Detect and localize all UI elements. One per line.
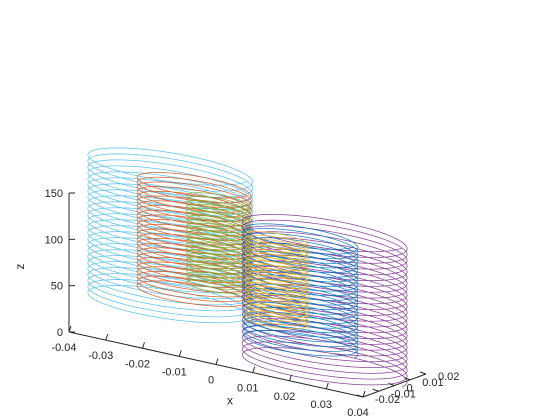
y-tick-label-1: -0.01 (391, 388, 416, 400)
y-tick-label-0: -0.02 (375, 394, 400, 406)
x-tick-label-4: 0 (208, 375, 214, 387)
coils-layer (87, 147, 408, 388)
x-axis-title: x (227, 394, 233, 408)
x-tick-mark-4 (215, 358, 219, 365)
x-tick-label-1: -0.03 (88, 350, 113, 362)
y-tick-mark-2 (388, 383, 395, 386)
y-tick-mark-0 (356, 394, 364, 398)
z-tick-label-2: 100 (45, 234, 63, 246)
coil-series-5 (243, 223, 359, 359)
z-axis-title: z (13, 264, 27, 270)
ticks-layer: 050100150-0.04-0.03-0.02-0.0100.010.020.… (45, 188, 460, 419)
y-tick-mark-3 (404, 377, 411, 381)
z-tick-label-1: 50 (51, 281, 63, 293)
x-tick-mark-7 (325, 382, 329, 390)
y-tick-label-4: 0.02 (438, 371, 459, 383)
x-tick-mark-8 (362, 390, 366, 398)
x-tick-label-6: 0.02 (274, 391, 295, 403)
coil-series-6 (245, 231, 309, 332)
x-tick-label-3: -0.01 (162, 366, 187, 378)
x-tick-mark-2 (142, 342, 145, 349)
x-tick-mark-0 (68, 325, 72, 333)
x-tick-mark-5 (252, 366, 256, 373)
y-tick-mark-1 (372, 388, 379, 392)
x-tick-label-2: -0.02 (125, 358, 150, 370)
x-tick-label-5: 0.01 (237, 383, 258, 395)
z-tick-label-3: 150 (45, 188, 63, 200)
y-tick-label-2: 0 (407, 383, 413, 395)
x-tick-mark-6 (289, 374, 292, 381)
x-tick-label-8: 0.04 (347, 407, 368, 419)
y-tick-label-3: 0.01 (422, 377, 443, 389)
x-tick-label-0: -0.04 (51, 342, 76, 354)
y-tick-mark-4 (419, 371, 427, 375)
x-tick-label-7: 0.03 (311, 399, 332, 411)
x-tick-mark-1 (105, 333, 109, 341)
coil-series-4 (241, 213, 408, 388)
x-tick-mark-3 (178, 350, 182, 357)
z-tick-label-0: 0 (57, 327, 63, 339)
